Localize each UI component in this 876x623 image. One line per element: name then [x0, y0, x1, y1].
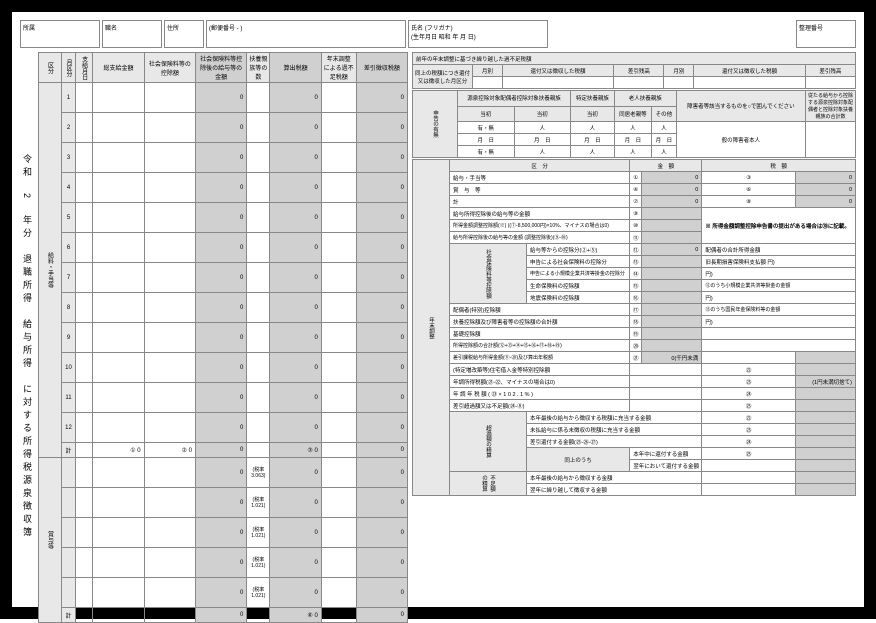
year-end-calc-table: 年末調整 区 分金 額税 額 給与・手当等①0③0 賞 与 等④0⑥0 計⑦0⑧…: [412, 159, 856, 496]
col-dependents: 扶養親族等の数: [247, 53, 270, 83]
bonus-section-label: 賞与等: [39, 458, 62, 623]
col-calc-tax: 算出税額: [270, 53, 321, 83]
col-adjust: 年末調整による過不足税額: [321, 53, 356, 83]
col-after-insurance: 社会保険料等控除後の給与等の金額: [196, 53, 247, 83]
year-title-vertical: 令和 2 年分 退職所得 給与所得 に対する所得税源泉徴収簿: [20, 52, 34, 623]
monthly-payment-table: 区分 月区分 支給月日 総支給金額 社会保険料等の控除額 社会保険料等控除後の給…: [38, 52, 408, 623]
note-text: ※ 所得金額調整控除申告書の提出がある場合は⑩に記載。: [702, 208, 856, 244]
header-address-label: 住所: [164, 20, 204, 48]
declaration-table: 申告の有無 源泉控除対象配偶者控除対象扶養親族 特定扶養親族 老人扶養親族 障害…: [412, 90, 856, 158]
header-name: 氏名 (フリガナ) (生年月日 昭和 年 月 日): [408, 20, 548, 48]
carryover-table: 前年の年末調整に基づき繰り越した過不足税額 同上の税額につき還付又は徴収した月区…: [412, 52, 856, 89]
header-postal: (郵便番号 - ): [206, 20, 406, 48]
header-seirino: 整理番号: [796, 20, 856, 48]
col-kubun: 区分: [39, 53, 62, 83]
col-gross: 総支給金額: [93, 53, 144, 83]
salary-section-label: 給料・手当等: [39, 83, 62, 458]
col-insurance: 社会保険料等の控除額: [144, 53, 195, 83]
col-deduct-tax: 差引徴収税額: [356, 53, 407, 83]
col-paydate: 支給月日: [76, 53, 93, 83]
header-affiliation: 所属: [20, 20, 100, 48]
col-month: 月区分: [62, 53, 76, 83]
header-position: 職名: [102, 20, 162, 48]
